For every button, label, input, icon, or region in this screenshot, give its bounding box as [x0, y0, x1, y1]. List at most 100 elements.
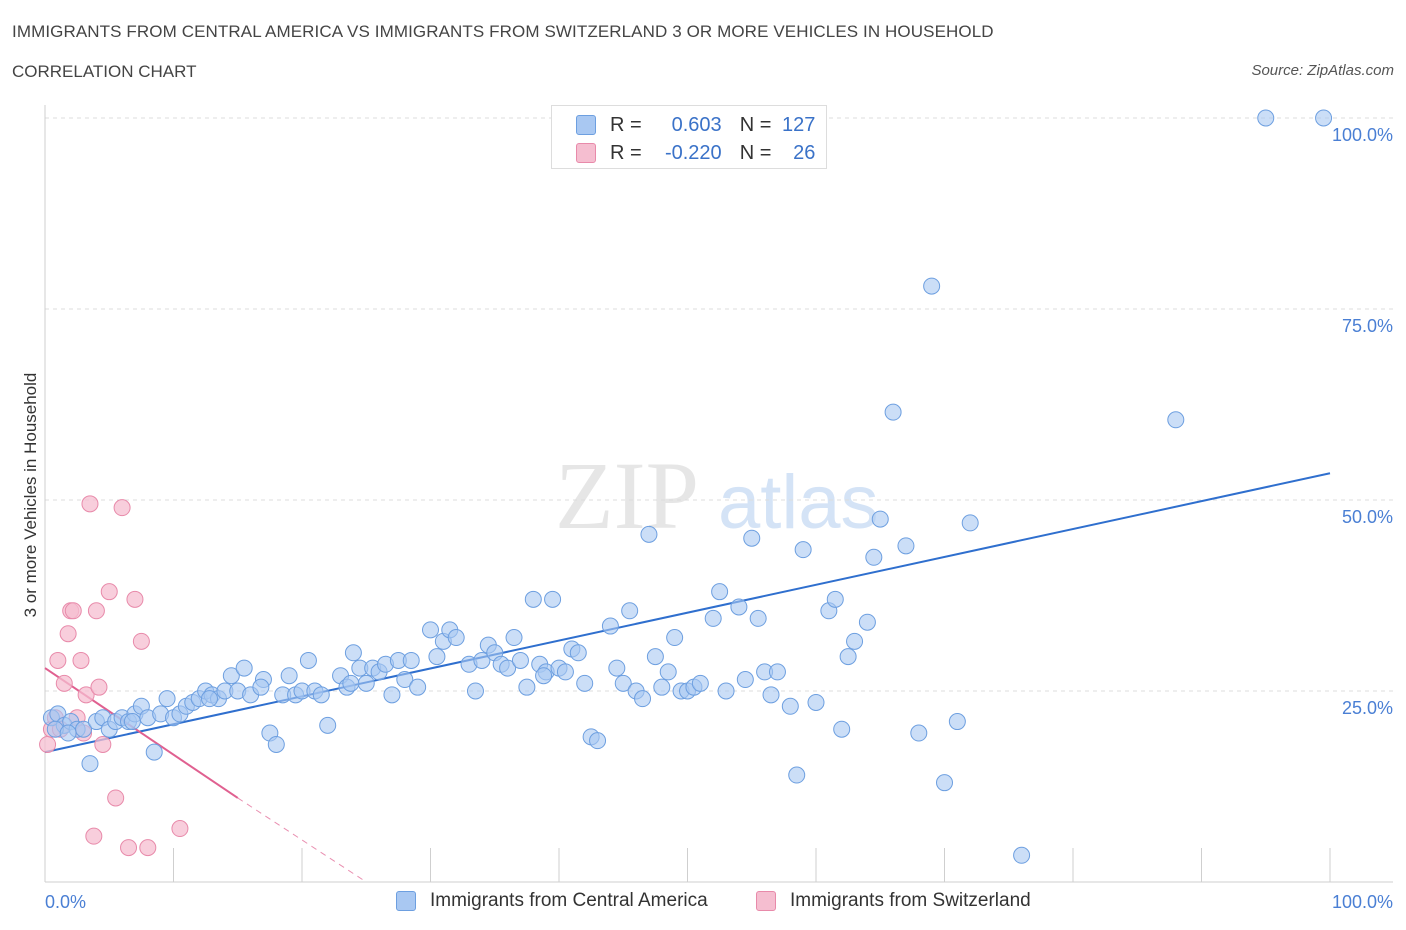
point-central-america: [743, 529, 761, 547]
point-central-america: [807, 693, 825, 711]
point-central-america: [589, 732, 607, 750]
point-central-america: [158, 690, 176, 708]
point-central-america: [200, 690, 218, 708]
point-central-america: [711, 583, 729, 601]
point-switzerland: [59, 625, 77, 643]
series-legend: Immigrants from Central America Immigran…: [0, 890, 1406, 916]
gridlines: [45, 117, 1393, 692]
point-central-america: [466, 682, 484, 700]
point-central-america: [576, 674, 594, 692]
point-central-america: [524, 590, 542, 608]
point-central-america: [402, 651, 420, 669]
legend-n-label: N =: [739, 141, 772, 164]
point-central-america: [396, 671, 414, 689]
point-central-america: [1257, 109, 1275, 127]
trend-line-switzerland: [44, 667, 239, 799]
point-switzerland: [139, 839, 157, 857]
point-switzerland: [94, 735, 112, 753]
point-central-america: [1167, 411, 1185, 429]
legend-row-switzerland: R = -0.220 N = 26: [576, 140, 815, 166]
point-central-america: [621, 602, 639, 620]
point-switzerland: [85, 827, 103, 845]
point-central-america: [614, 674, 632, 692]
point-central-america: [691, 674, 709, 692]
point-central-america: [646, 648, 664, 666]
point-central-america: [666, 629, 684, 647]
point-central-america: [826, 590, 844, 608]
trend-lines: [44, 472, 1331, 883]
point-switzerland: [39, 735, 57, 753]
point-central-america: [319, 716, 337, 734]
point-central-america: [505, 629, 523, 647]
correlation-legend: R = 0.603 N = 127 R = -0.220 N = 26: [551, 105, 827, 169]
point-central-america: [535, 667, 553, 685]
legend-r-value: 0.603: [671, 113, 722, 136]
point-switzerland: [132, 632, 150, 650]
point-central-america: [235, 659, 253, 677]
point-switzerland: [107, 789, 125, 807]
point-central-america: [312, 686, 330, 704]
y-tick-label: 50.0%: [1342, 507, 1393, 527]
legend-r-label: R =: [610, 141, 642, 164]
points-central-america: [42, 109, 1333, 864]
point-central-america: [833, 720, 851, 738]
point-switzerland: [120, 839, 138, 857]
point-central-america: [839, 648, 857, 666]
legend-row-central-america: R = 0.603 N = 127: [576, 112, 815, 138]
point-central-america: [499, 659, 517, 677]
point-central-america: [704, 609, 722, 627]
point-central-america: [556, 663, 574, 681]
point-central-america: [267, 735, 285, 753]
point-central-america: [608, 659, 626, 677]
watermark-zip: ZIP: [555, 442, 699, 549]
point-switzerland: [100, 583, 118, 601]
point-switzerland: [171, 820, 189, 838]
point-switzerland: [87, 602, 105, 620]
legend-n-value: 26: [793, 141, 816, 164]
point-central-america: [342, 674, 360, 692]
series-label: Immigrants from Switzerland: [790, 890, 1031, 911]
legend-r-value: -0.220: [664, 141, 722, 164]
point-switzerland: [64, 602, 82, 620]
point-central-america: [252, 678, 270, 696]
point-central-america: [409, 678, 427, 696]
series-legend-switzerland[interactable]: Immigrants from Switzerland: [756, 890, 1031, 912]
point-central-america: [749, 609, 767, 627]
point-switzerland: [55, 674, 73, 692]
tick-labels: 25.0% 50.0% 75.0% 100.0% 0.0% 100.0%: [45, 125, 1393, 912]
point-central-america: [653, 678, 671, 696]
point-central-america: [569, 644, 587, 662]
series-label: Immigrants from Central America: [430, 890, 708, 911]
point-central-america: [222, 667, 240, 685]
watermark-atlas: atlas: [718, 460, 879, 545]
point-central-america: [344, 644, 362, 662]
y-tick-label: 75.0%: [1342, 316, 1393, 336]
point-central-america: [81, 755, 99, 773]
point-central-america: [846, 632, 864, 650]
point-central-america: [634, 690, 652, 708]
y-tick-label: 25.0%: [1342, 698, 1393, 718]
point-switzerland: [126, 590, 144, 608]
point-central-america: [601, 617, 619, 635]
point-central-america: [659, 663, 677, 681]
point-switzerland: [113, 499, 131, 517]
point-central-america: [447, 629, 465, 647]
point-central-america: [736, 671, 754, 689]
point-switzerland: [77, 686, 95, 704]
point-switzerland: [49, 651, 67, 669]
point-central-america: [280, 667, 298, 685]
series-swatch-blue: [396, 891, 416, 911]
points-switzerland: [39, 495, 189, 857]
series-swatch-pink: [756, 891, 776, 911]
point-central-america: [858, 613, 876, 631]
point-central-america: [730, 598, 748, 616]
point-central-america: [762, 686, 780, 704]
series-legend-central-america[interactable]: Immigrants from Central America: [396, 890, 708, 912]
y-axis-title: 3 or more Vehicles in Household: [21, 373, 40, 618]
point-central-america: [511, 651, 529, 669]
legend-r-label: R =: [610, 113, 642, 136]
point-central-america: [518, 678, 536, 696]
legend-swatch-pink: [576, 143, 596, 163]
legend-n-value: 127: [782, 113, 816, 136]
point-central-america: [383, 686, 401, 704]
